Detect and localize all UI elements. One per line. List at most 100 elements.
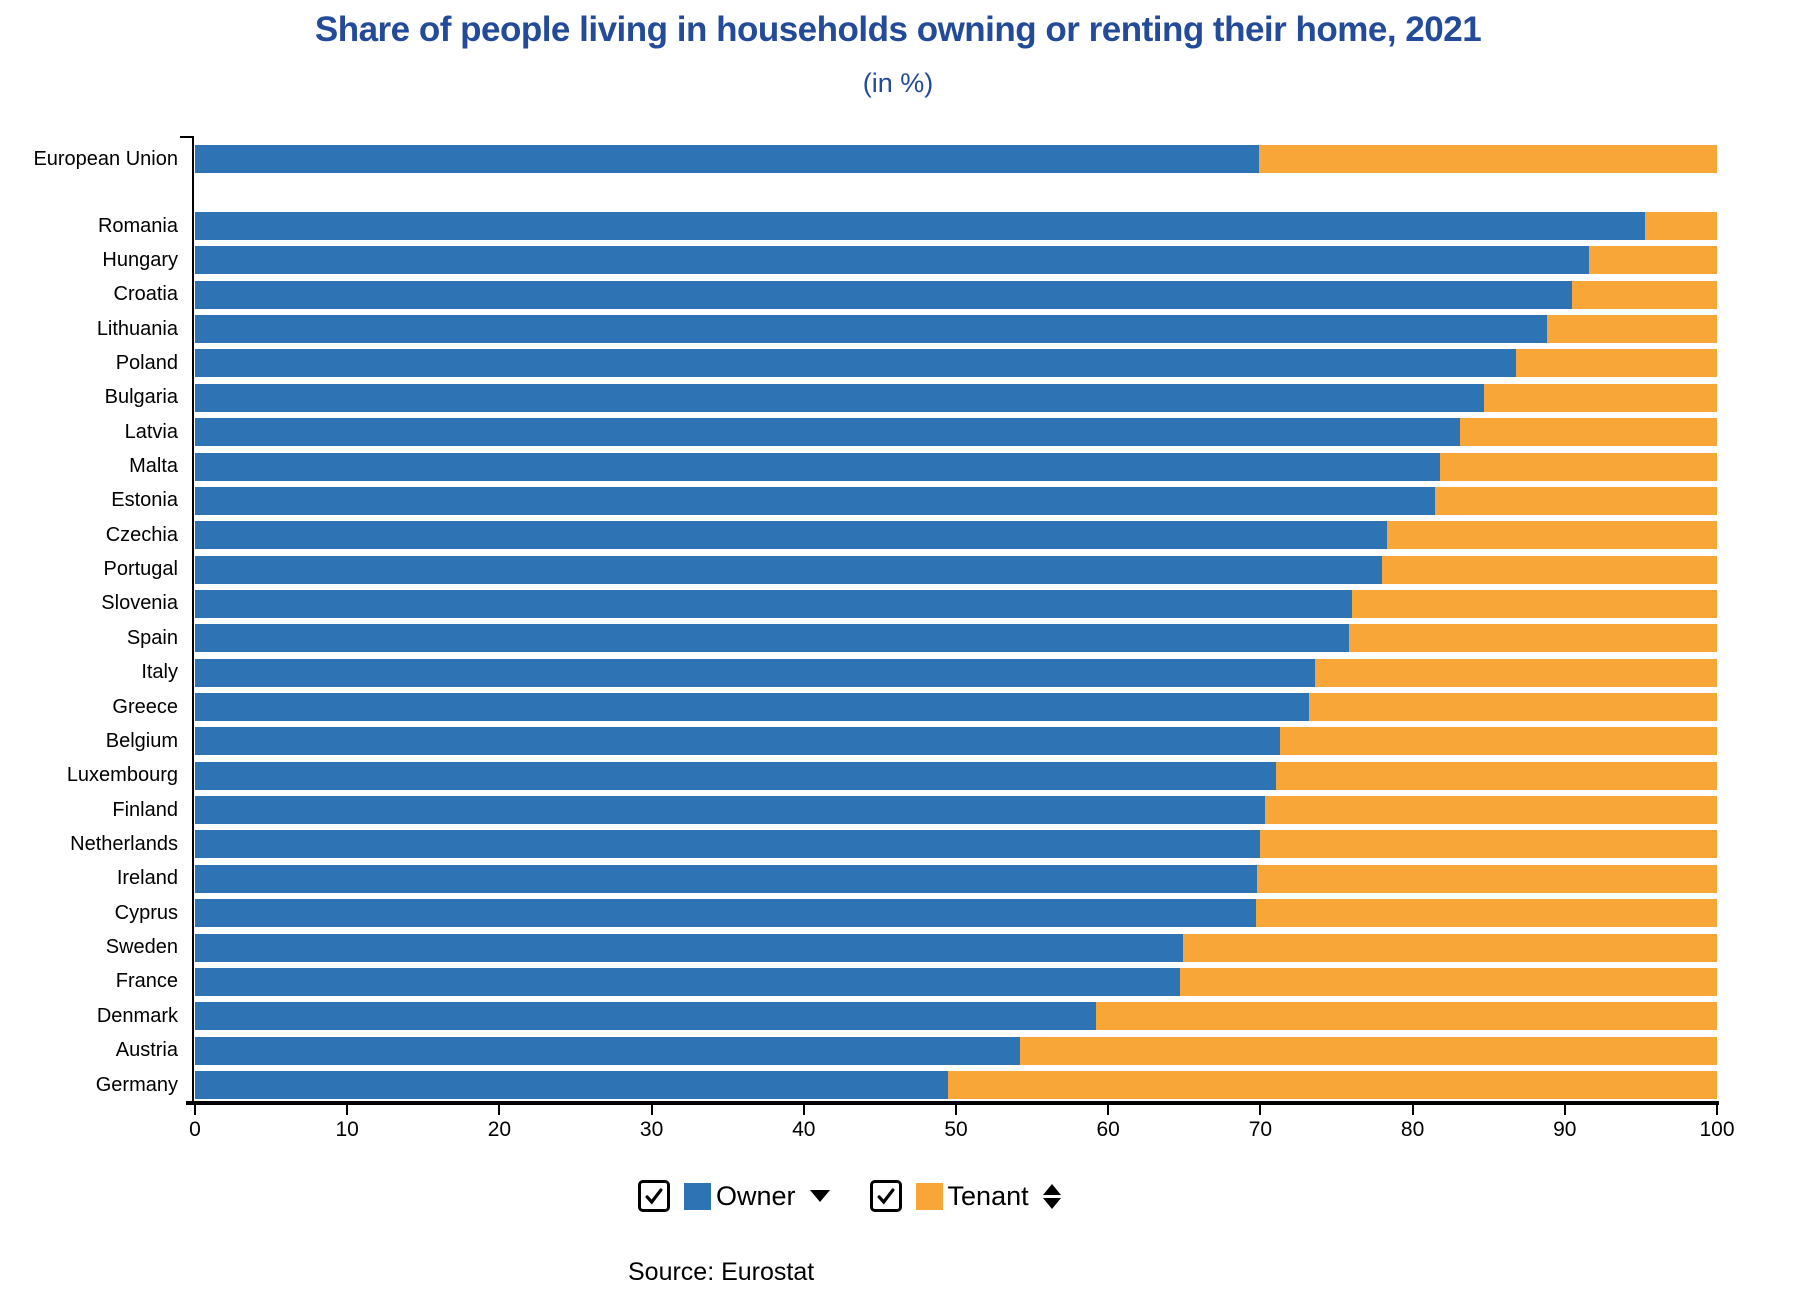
x-axis-tick-label: 40	[792, 1118, 816, 1141]
category-label: Germany	[95, 1073, 178, 1096]
chart-title: Share of people living in households own…	[314, 10, 1482, 49]
checkmark-icon	[877, 1188, 895, 1205]
category-label: Slovenia	[101, 592, 178, 615]
x-axis-tick	[1563, 1101, 1566, 1115]
category-label: Hungary	[102, 248, 178, 271]
tenant-bar-segment	[1264, 796, 1717, 825]
owner-legend-label: Owner	[716, 1180, 796, 1211]
x-axis-tick-label: 20	[487, 1118, 512, 1141]
x-axis-tick-label: 10	[335, 1118, 359, 1141]
owner-bar-segment	[195, 212, 1646, 240]
x-axis-tick-label: 90	[1553, 1118, 1577, 1141]
owner-bar-segment	[195, 1002, 1097, 1031]
category-label: Luxembourg	[66, 764, 178, 787]
sort-descending-arrow	[1042, 1197, 1061, 1209]
sort-descending-icon[interactable]	[809, 1190, 830, 1202]
category-label: European Union	[33, 147, 178, 170]
tenant-bar-segment	[1258, 145, 1717, 173]
owner-bar-segment	[195, 830, 1261, 859]
category-label: Austria	[115, 1039, 178, 1062]
category-label: Portugal	[103, 558, 179, 581]
owner-bar-segment	[195, 967, 1180, 996]
tenant-bar-segment	[1516, 349, 1717, 378]
category-label: Sweden	[105, 936, 178, 959]
category-label: Greece	[112, 695, 178, 718]
category-label: Finland	[112, 798, 178, 821]
chart-subtitle: (in %)	[862, 68, 934, 98]
tenant-bar-segment	[1182, 933, 1717, 962]
tenant-bar-segment	[1179, 967, 1717, 996]
owner-bar-segment	[195, 761, 1276, 790]
tenant-bar-segment	[1348, 624, 1717, 653]
owner-bar-segment	[195, 899, 1256, 928]
x-axis-tick	[498, 1101, 501, 1115]
x-axis-tick	[194, 1101, 196, 1115]
category-label: Malta	[129, 455, 178, 478]
category-label: Belgium	[105, 729, 178, 752]
x-axis-tick-label: 0	[189, 1118, 201, 1141]
category-label: Estonia	[111, 489, 178, 512]
category-label: Romania	[97, 214, 178, 237]
owner-bar-segment	[195, 315, 1547, 344]
x-axis-line	[186, 1101, 1719, 1105]
tenant-bar-segment	[1572, 280, 1717, 309]
category-label: Denmark	[96, 1004, 178, 1027]
checkmark-icon	[645, 1188, 663, 1205]
tenant-series-checkbox[interactable]	[869, 1180, 902, 1212]
owner-series-checkbox[interactable]	[638, 1180, 670, 1212]
category-label: Lithuania	[96, 317, 178, 340]
tenant-bar-segment	[1546, 315, 1717, 344]
owner-bar-segment	[195, 796, 1265, 825]
owner-bar-segment	[195, 933, 1183, 962]
tenant-bar-segment	[1096, 1002, 1717, 1031]
tenant-bar-segment	[1309, 693, 1717, 722]
x-axis-tick	[650, 1101, 653, 1115]
legend: Owner Tenant	[638, 1180, 1061, 1212]
owner-bar-segment	[195, 658, 1316, 687]
x-axis-tick-label: 30	[639, 1118, 664, 1141]
source-note: Source: Eurostat	[628, 1258, 815, 1286]
category-label: Ireland	[116, 867, 178, 890]
tenant-bar-segment	[1275, 761, 1717, 790]
owner-bar-segment	[195, 1036, 1020, 1065]
tenant-bar-segment	[1382, 555, 1717, 584]
tenant-bar-segment	[1260, 830, 1717, 859]
x-axis-tick	[1411, 1101, 1414, 1115]
owner-bar-segment	[195, 280, 1573, 309]
x-axis-tick-label: 80	[1400, 1118, 1425, 1141]
owner-bar-segment	[195, 418, 1460, 447]
x-axis-tick	[955, 1101, 957, 1115]
tenant-bar-segment	[1645, 212, 1717, 240]
owner-bar-segment	[195, 727, 1281, 756]
tenant-bar-segment	[1484, 383, 1717, 412]
owner-bar-segment	[195, 1071, 949, 1099]
tenant-bar-segment	[1589, 246, 1717, 275]
owner-bar-segment	[195, 246, 1590, 275]
owner-bar-segment	[195, 452, 1440, 481]
sort-both-icon[interactable]	[1042, 1183, 1061, 1209]
x-axis-tick-label: 50	[944, 1118, 968, 1141]
category-label: Croatia	[113, 283, 178, 306]
owner-bar-segment	[195, 589, 1352, 618]
x-axis-tick	[802, 1101, 805, 1115]
owner-color-swatch	[684, 1182, 711, 1210]
category-label: Cyprus	[114, 901, 178, 924]
tenant-bar-segment	[1257, 864, 1717, 893]
x-axis-tick	[1716, 1101, 1718, 1115]
category-label: Spain	[126, 626, 178, 649]
tenant-color-swatch	[915, 1182, 943, 1210]
owner-bar-segment	[195, 521, 1387, 550]
owner-bar-segment	[195, 383, 1485, 412]
x-axis-tick	[1259, 1101, 1262, 1115]
category-label: Poland	[115, 351, 178, 374]
owner-bar-segment	[195, 145, 1259, 173]
x-axis-tick	[1107, 1101, 1110, 1115]
y-axis-cap-tick	[180, 136, 193, 138]
tenant-bar-segment	[1439, 452, 1717, 481]
tenant-bar-segment	[1280, 727, 1717, 756]
tenant-bar-segment	[1386, 521, 1717, 550]
category-label: Latvia	[124, 420, 178, 443]
tenant-bar-segment	[1315, 658, 1717, 687]
tenant-bar-segment	[1435, 486, 1717, 515]
